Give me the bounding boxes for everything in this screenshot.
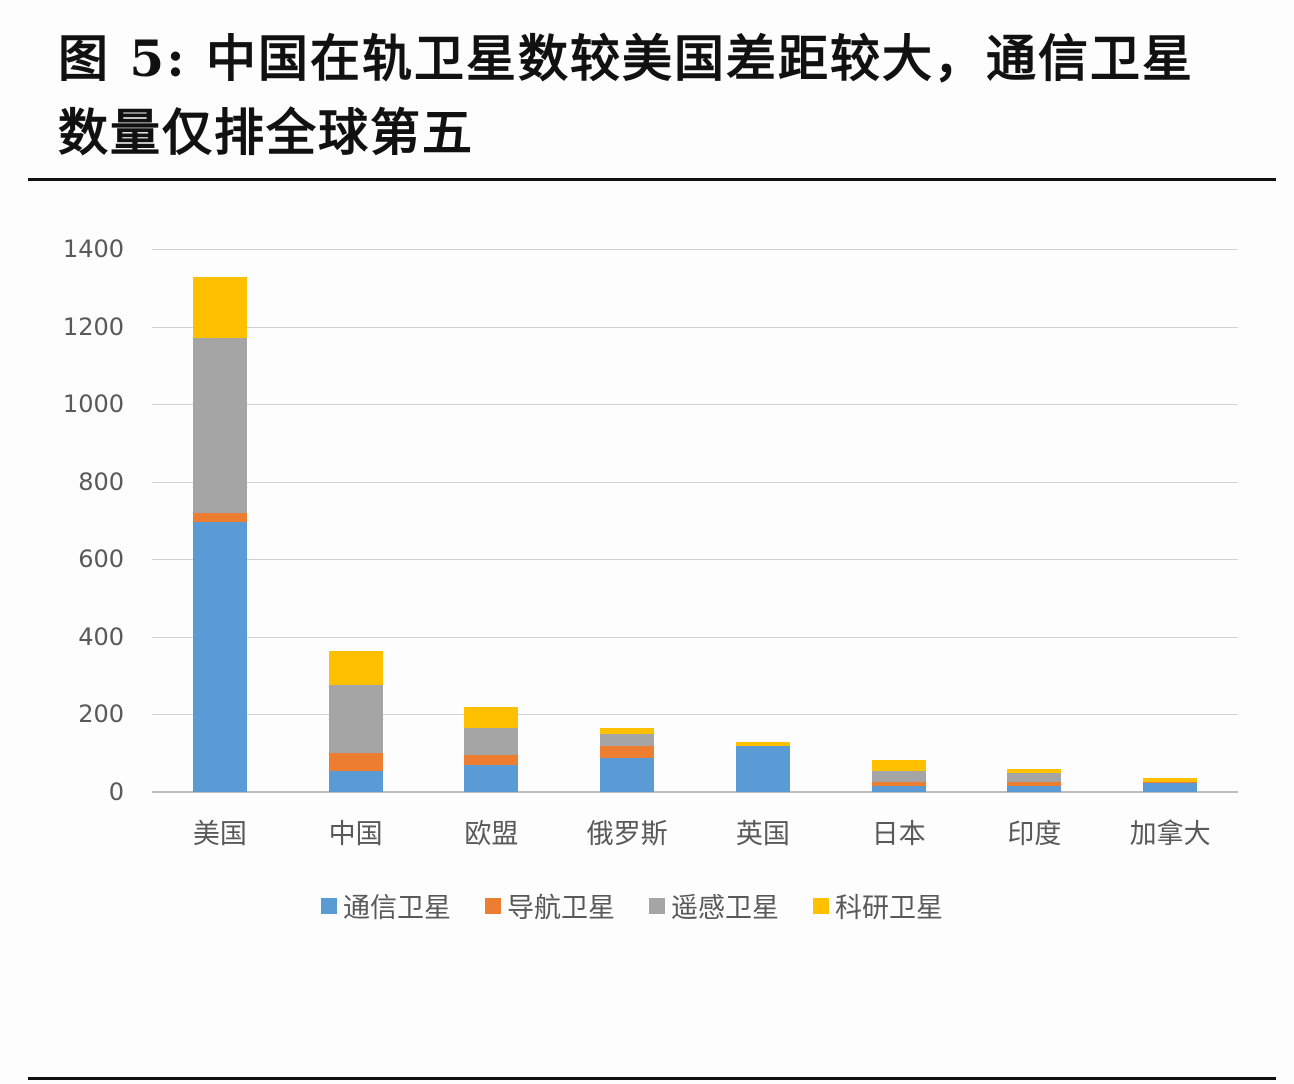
bar-segment (464, 728, 519, 756)
stacked-bar (328, 651, 383, 792)
bar-segment (735, 742, 790, 747)
legend-swatch-icon (649, 897, 665, 914)
bar-segment (871, 770, 926, 783)
legend-label: 科研卫星 (835, 893, 943, 924)
bar-segment (328, 685, 383, 754)
legend-swatch-icon (813, 897, 829, 914)
bar-segment (1007, 786, 1062, 792)
legend-label: 遥感卫星 (671, 893, 779, 924)
y-tick-label: 800 (78, 467, 124, 496)
y-tick-label: 200 (78, 700, 124, 729)
bar-segment (328, 770, 383, 792)
bar-segment (735, 746, 790, 792)
top-rule (28, 178, 1276, 181)
gridline (152, 481, 1238, 483)
bar-segment (871, 760, 926, 771)
bar-segment (464, 764, 519, 792)
x-axis-line (152, 791, 1238, 793)
bar-segment (871, 786, 926, 792)
bar-segment (192, 338, 247, 513)
gridline (152, 636, 1238, 638)
legend-swatch-icon (321, 897, 337, 914)
legend-item: 遥感卫星 (649, 886, 779, 925)
legend-item: 科研卫星 (813, 886, 943, 925)
x-tick-label: 俄罗斯 (586, 819, 668, 850)
legend-swatch-icon (485, 897, 501, 914)
y-tick-label: 0 (108, 778, 124, 806)
gridline (152, 404, 1238, 406)
bar-segment (600, 746, 655, 758)
stacked-bar (192, 276, 247, 792)
bar-segment (1143, 783, 1198, 792)
bar-segment (1007, 768, 1062, 773)
x-tick-label: 日本 (871, 819, 926, 850)
bar-segment (464, 707, 519, 729)
figure-title: 图 5: 中国在轨卫星数较美国差距较大，通信卫星 数量仅排全球第五 (58, 22, 1258, 170)
x-tick-label: 英国 (735, 819, 790, 850)
y-tick-label: 400 (78, 622, 124, 651)
x-tick-label: 欧盟 (464, 819, 519, 850)
y-tick-label: 1400 (62, 235, 124, 263)
bar-segment (1143, 777, 1198, 782)
y-tick-label: 600 (78, 545, 124, 574)
bar-segment (464, 755, 519, 765)
legend-item: 通信卫星 (321, 886, 451, 925)
bar-segment (192, 512, 247, 523)
bar-segment (1143, 781, 1198, 783)
gridline (152, 559, 1238, 561)
stacked-bar (735, 742, 790, 792)
bar-segment (1143, 782, 1198, 784)
x-tick-label: 中国 (328, 819, 383, 850)
plot-area (152, 249, 1238, 793)
stacked-bar (1143, 777, 1198, 792)
bar-segment (192, 276, 247, 339)
x-tick-label: 印度 (1007, 819, 1062, 850)
bar-segment (600, 728, 655, 734)
bar-segment (600, 757, 655, 792)
legend-label: 通信卫星 (343, 893, 451, 924)
legend: 通信卫星 导航卫星 遥感卫星 科研卫星 (0, 886, 1294, 925)
bar-segment (328, 753, 383, 771)
bar-segment (192, 522, 247, 792)
bar-segment (600, 733, 655, 747)
stacked-bar (871, 760, 926, 792)
figure-title-line-1: 图 5: 中国在轨卫星数较美国差距较大，通信卫星 (58, 29, 1195, 88)
legend-item: 导航卫星 (485, 886, 615, 925)
bar-segment (1007, 782, 1062, 787)
legend-label: 导航卫星 (507, 893, 615, 924)
stacked-bar (600, 728, 655, 792)
y-tick-label: 1000 (62, 390, 124, 419)
gridline (152, 326, 1238, 328)
y-tick-label: 1200 (62, 312, 124, 341)
stacked-bar (1007, 768, 1062, 792)
bar-segment (328, 651, 383, 686)
x-tick-label: 美国 (192, 819, 247, 850)
bar-segment (871, 782, 926, 787)
gridline (152, 249, 1238, 250)
bottom-rule (28, 1077, 1276, 1080)
x-tick-label: 加拿大 (1129, 819, 1211, 850)
bar-segment (1007, 772, 1062, 783)
gridline (152, 714, 1238, 716)
stacked-bar (464, 707, 519, 792)
figure-title-line-2: 数量仅排全球第五 (58, 103, 474, 162)
